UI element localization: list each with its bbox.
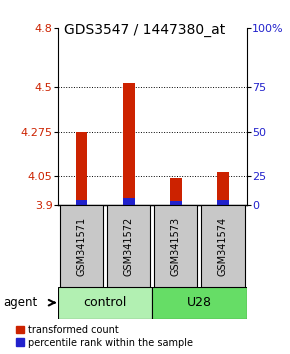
Bar <box>60 205 103 287</box>
Bar <box>170 201 182 205</box>
Bar <box>123 84 135 205</box>
Bar <box>58 287 152 319</box>
Bar <box>123 199 135 205</box>
Text: GSM341573: GSM341573 <box>171 216 181 276</box>
Text: agent: agent <box>3 296 37 309</box>
Text: U28: U28 <box>187 296 212 309</box>
Text: GSM341571: GSM341571 <box>77 216 86 276</box>
Bar <box>76 132 88 205</box>
Text: GSM341574: GSM341574 <box>218 216 228 276</box>
Text: GSM341572: GSM341572 <box>124 216 134 276</box>
Bar <box>154 205 197 287</box>
Bar <box>170 178 182 205</box>
Bar <box>217 172 229 205</box>
Legend: transformed count, percentile rank within the sample: transformed count, percentile rank withi… <box>17 325 193 348</box>
Bar <box>152 287 246 319</box>
Bar <box>107 205 151 287</box>
Text: control: control <box>84 296 127 309</box>
Bar <box>76 200 88 205</box>
Bar <box>201 205 245 287</box>
Text: GDS3547 / 1447380_at: GDS3547 / 1447380_at <box>64 23 226 37</box>
Bar <box>217 200 229 205</box>
